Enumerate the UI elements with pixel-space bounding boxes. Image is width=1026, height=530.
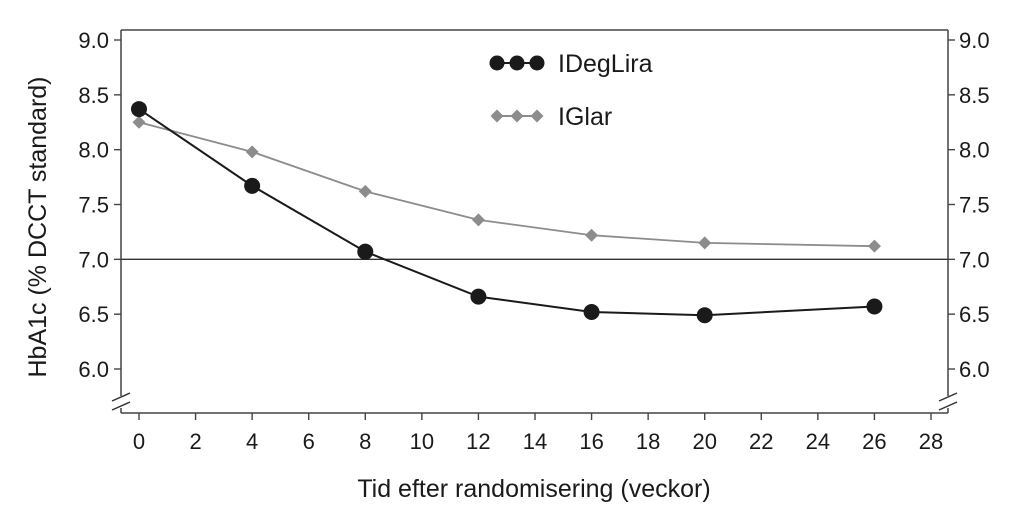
series-group (131, 101, 883, 324)
y-tick-label-right: 9.0 (959, 28, 990, 53)
legend-marker-ideglira (509, 55, 525, 71)
x-tick-label: 4 (246, 429, 258, 454)
legend-item-iglar: IGlar (490, 103, 612, 131)
data-point-iglar (585, 228, 599, 242)
y-tick-label-left: 6.0 (78, 357, 109, 382)
legend-marker-ideglira (529, 55, 545, 71)
y-tick-label-left: 8.5 (78, 83, 109, 108)
axis-break-mark-right-1 (938, 392, 958, 402)
series-line-ideglira (138, 108, 875, 317)
legend: IDegLira IGlar (489, 50, 653, 131)
legend-item-ideglira: IDegLira (489, 50, 653, 78)
legend-label-ideglira: IDegLira (558, 50, 653, 78)
x-tick-label: 28 (919, 429, 943, 454)
data-point-ideglira (696, 307, 713, 324)
axis-break-mark-left-1 (111, 392, 131, 402)
data-point-iglar (358, 184, 372, 198)
legend-marker-iglar (490, 109, 504, 123)
x-tick-label: 24 (806, 429, 830, 454)
y-tick-label-left: 9.0 (78, 28, 109, 53)
axis-break-mark-left-2 (111, 401, 131, 411)
x-tick-label: 20 (692, 429, 716, 454)
data-point-iglar (471, 213, 485, 227)
y-tick-label-left: 6.5 (78, 302, 109, 327)
plot-frame (111, 29, 958, 414)
data-point-iglar (867, 239, 881, 253)
y-tick-label-left: 7.0 (78, 247, 109, 272)
y-tick-label-right: 6.0 (959, 357, 990, 382)
x-tick-label: 26 (862, 429, 886, 454)
y-tick-label-right: 7.0 (959, 247, 990, 272)
legend-marker-iglar (510, 109, 524, 123)
data-point-iglar (132, 115, 146, 129)
x-tick-label: 6 (303, 429, 315, 454)
y-tick-label-right: 8.5 (959, 83, 990, 108)
x-axis-title: Tid efter randomisering (veckor) (357, 475, 710, 503)
y-tick-label-right: 6.5 (959, 302, 990, 327)
data-point-iglar (698, 236, 712, 250)
legend-label-iglar: IGlar (558, 103, 612, 131)
data-point-iglar (245, 145, 259, 159)
axis-break-mark-right-2 (938, 401, 958, 411)
x-tick-label: 12 (466, 429, 490, 454)
x-tick-label: 8 (359, 429, 371, 454)
x-axis: 0 2 4 6 8 10 12 14 16 18 20 22 24 26 28 (133, 413, 943, 454)
y-axis-right: 6.0 6.5 7.0 7.5 8.0 8.5 9.0 (948, 28, 990, 382)
series-ideglira (131, 101, 883, 324)
x-tick-label: 0 (133, 429, 145, 454)
y-tick-label-left: 8.0 (78, 138, 109, 163)
data-point-ideglira (357, 243, 374, 260)
y-tick-label-right: 7.5 (959, 193, 990, 218)
y-axis-left: 6.0 6.5 7.0 7.5 8.0 8.5 9.0 (78, 28, 121, 382)
data-point-ideglira (583, 303, 600, 320)
series-iglar (132, 115, 881, 253)
legend-marker-ideglira (489, 55, 505, 71)
y-tick-label-left: 7.5 (78, 193, 109, 218)
y-axis-title: HbA1c (% DCCT standard) (24, 76, 52, 377)
data-point-ideglira (866, 298, 883, 315)
x-tick-label: 22 (749, 429, 773, 454)
x-tick-label: 2 (189, 429, 201, 454)
x-tick-label: 10 (410, 429, 434, 454)
legend-marker-iglar (530, 109, 544, 123)
data-point-ideglira (131, 101, 147, 118)
x-tick-label: 18 (636, 429, 660, 454)
data-point-ideglira (470, 288, 487, 305)
y-tick-label-right: 8.0 (959, 138, 990, 163)
x-tick-label: 16 (579, 429, 603, 454)
data-point-ideglira (244, 177, 261, 194)
x-tick-label: 14 (523, 429, 547, 454)
